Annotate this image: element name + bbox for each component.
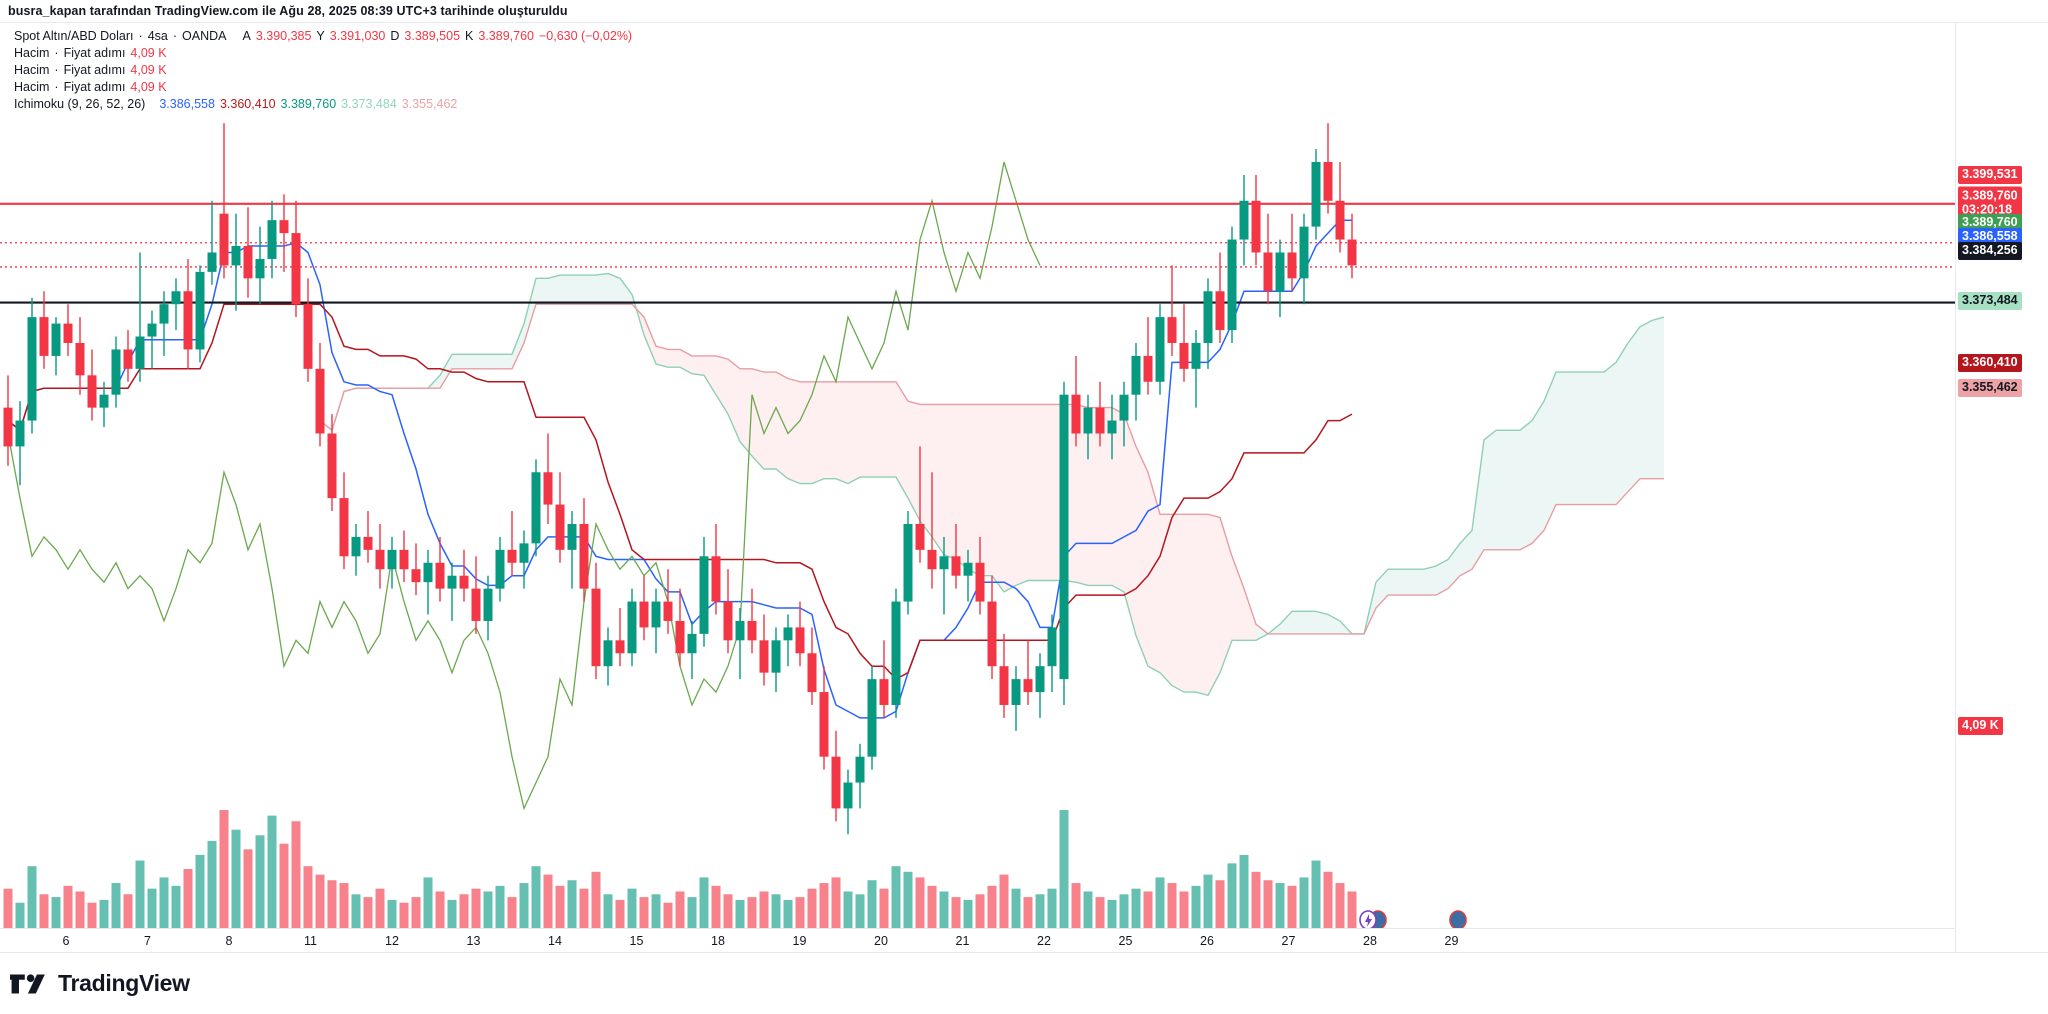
time-tick: 21 [955,934,970,948]
price-badge-value: 3.355,462 [1962,380,2018,394]
price-badge-countdown: 03:20:18 [1962,202,2013,217]
time-tick: 8 [225,934,233,948]
time-tick: 18 [711,934,725,948]
tradingview-logo[interactable]: TradingView [10,970,190,997]
price-badge-resistance-level[interactable]: 3.399,531 [1958,166,2022,184]
price-badge-lagging-span[interactable]: 3.389,760 [1958,214,2022,232]
price-badge-value: 3.373,484 [1962,293,2018,307]
price-badge-span-b[interactable]: 3.355,462 [1958,379,2022,397]
price-badge-value: 3.389,760 [1962,188,2018,203]
time-tick: 14 [548,934,562,948]
price-scale[interactable]: 3.425,0003.420,0003.415,0003.410,0003.40… [1955,23,2048,953]
tradingview-mark-icon [10,973,45,993]
chart-frame: Spot Altın/ABD Doları · 4sa · OANDA A 3.3… [0,22,2048,953]
footer-bar: TradingView [0,952,2048,1014]
time-tick: 13 [466,934,481,948]
time-tick: 12 [385,934,399,948]
time-tick: 26 [1200,934,1214,948]
price-badge-span-a[interactable]: 3.373,484 [1958,292,2022,310]
time-tick: 20 [874,934,888,948]
time-tick: 29 [1444,934,1459,948]
time-tick: 22 [1037,934,1051,948]
time-tick: 6 [62,934,70,948]
time-tick: 25 [1118,934,1133,948]
price-badge-conversion-line[interactable]: 3.386,558 [1958,228,2022,246]
time-tick: 28 [1363,934,1377,948]
price-badge-value: 3.399,531 [1962,167,2018,181]
attribution-text: busra_kapan tarafından TradingView.com i… [8,4,568,18]
price-badge-value: 3.384,256 [1962,243,2018,257]
price-badge-volume-last[interactable]: 4,09 K [1958,717,2003,735]
price-badge-value: 3.386,558 [1962,229,2018,243]
candlestick-svg [0,123,1955,928]
time-tick: 11 [304,934,317,948]
attribution-bar: busra_kapan tarafından TradingView.com i… [0,0,2048,22]
time-scale[interactable]: 6 7 8 11 12 13 14 15 18 19 20 21 22 25 26 27 28 29 [0,928,1955,953]
time-tick: 7 [144,934,151,948]
time-tick: 27 [1281,934,1296,948]
price-badge-support-level[interactable]: 3.384,256 [1958,242,2022,260]
time-tick: 19 [792,934,807,948]
price-badge-value: 4,09 K [1962,718,1999,732]
chart-plot-area[interactable] [0,23,1955,928]
price-badge-base-line[interactable]: 3.360,410 [1958,354,2022,372]
time-tick: 15 [629,934,644,948]
tradingview-wordmark: TradingView [58,970,190,996]
price-badge-value: 3.389,760 [1962,215,2018,229]
price-badge-value: 3.360,410 [1962,355,2018,369]
